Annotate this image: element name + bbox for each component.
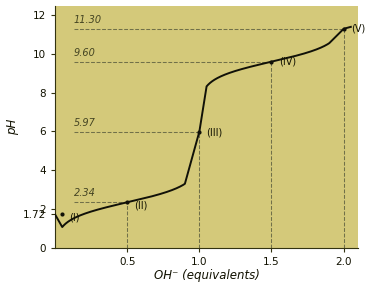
Text: 5.97: 5.97 <box>74 118 96 128</box>
Y-axis label: pH: pH <box>6 118 19 135</box>
Text: (I): (I) <box>69 213 80 223</box>
Text: (V): (V) <box>351 24 365 34</box>
X-axis label: OH⁻ (equivalents): OH⁻ (equivalents) <box>154 270 259 283</box>
Text: 11.30: 11.30 <box>74 15 102 25</box>
Text: (IV): (IV) <box>279 57 296 67</box>
Text: 2.34: 2.34 <box>74 188 96 198</box>
Text: (III): (III) <box>207 127 223 137</box>
Text: (II): (II) <box>134 201 148 211</box>
Text: 9.60: 9.60 <box>74 48 96 58</box>
